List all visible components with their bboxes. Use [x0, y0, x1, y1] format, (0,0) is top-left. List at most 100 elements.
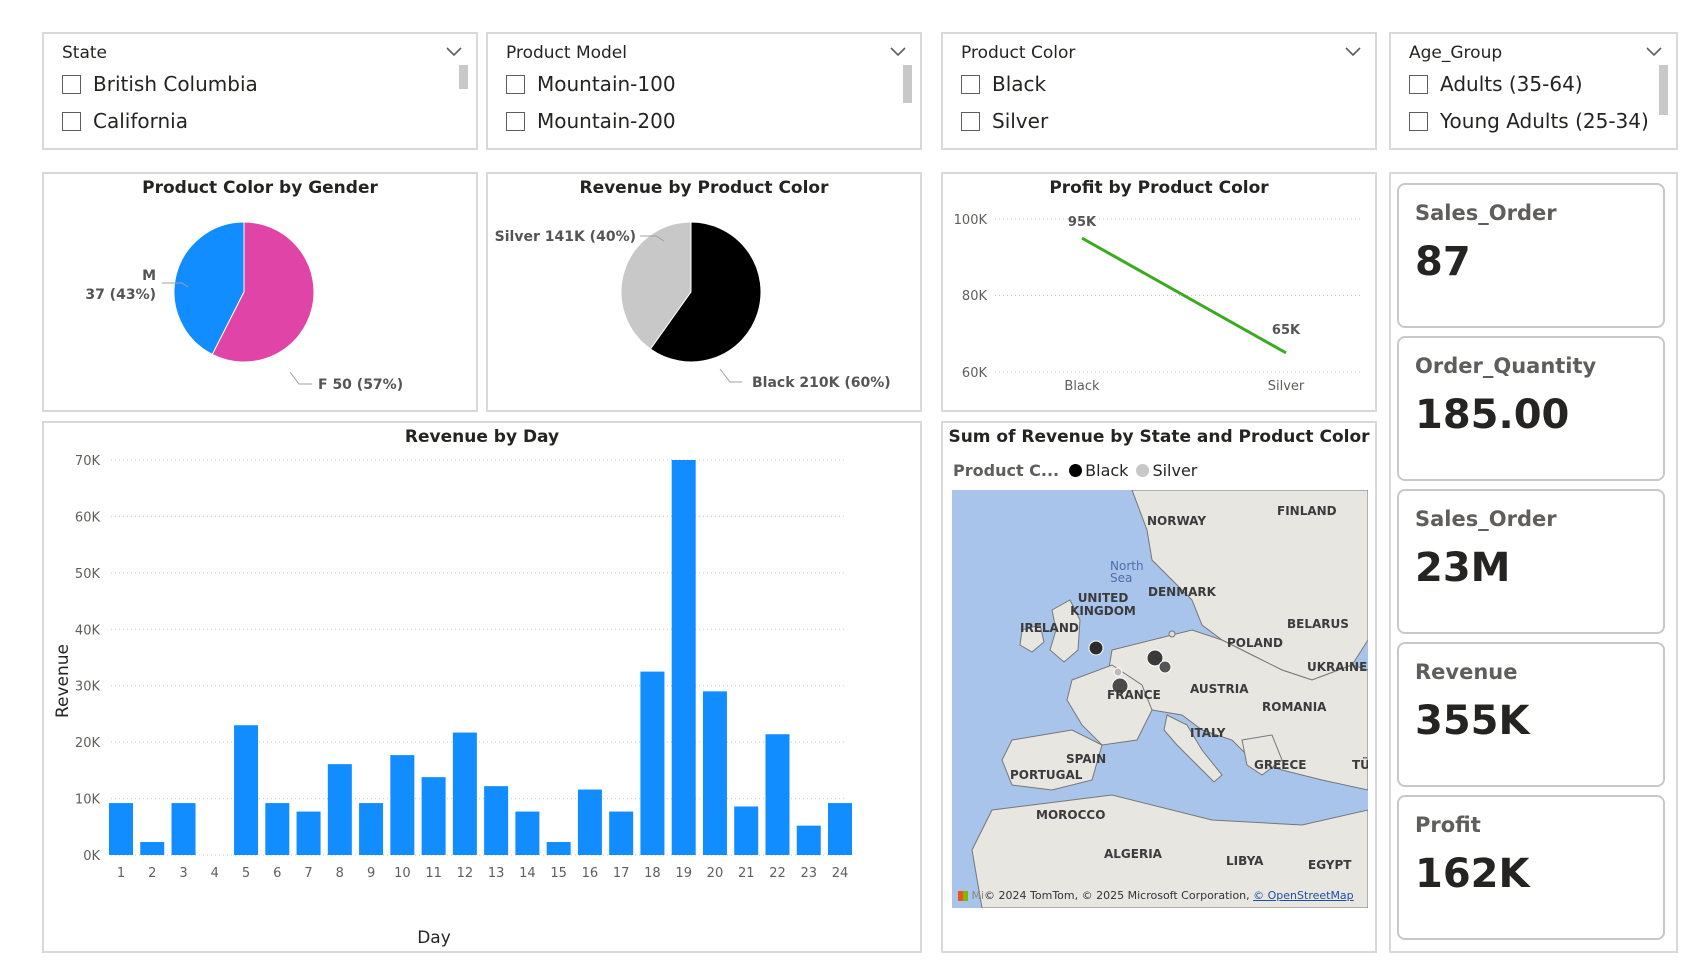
slicer-option[interactable]: Adults (35-64) — [1409, 72, 1583, 96]
checkbox[interactable] — [961, 74, 980, 94]
slicer-title: State — [62, 43, 107, 63]
slicer-title: Product Color — [961, 43, 1076, 63]
y-tick-label: 50K — [75, 567, 101, 582]
gender-pie-visual[interactable]: Product Color by Gender M 37 (43%) F 50 … — [42, 172, 478, 412]
map-bubble[interactable] — [1168, 630, 1176, 638]
scrollbar-thumb[interactable] — [1659, 65, 1668, 115]
bar-day-10[interactable] — [390, 755, 415, 855]
profit-line[interactable] — [1081, 236, 1287, 355]
bar-day-3[interactable] — [171, 803, 196, 855]
y-tick-label: 10K — [75, 793, 101, 808]
bar-day-16[interactable] — [577, 789, 602, 855]
slicer-option[interactable]: Mountain-200 — [506, 109, 676, 133]
bar-day-2[interactable] — [140, 842, 165, 855]
bar-day-13[interactable] — [484, 786, 509, 855]
gender-pie-chart: M 37 (43%) F 50 (57%) — [85, 221, 403, 393]
bar-day-14[interactable] — [515, 811, 540, 855]
slicer-option-label: Mountain-200 — [537, 109, 676, 133]
x-tick-label: 13 — [488, 866, 505, 881]
bar-day-24[interactable] — [828, 803, 852, 855]
pie-slice-f[interactable] — [211, 221, 315, 363]
pie-slice-m[interactable] — [173, 221, 245, 356]
legend-item-silver[interactable]: Silver — [1152, 461, 1198, 480]
bar-day-15[interactable] — [546, 842, 571, 855]
slicer-option[interactable]: California — [62, 109, 188, 133]
map-label: UKRAINE — [1307, 660, 1368, 674]
pie-slice-black[interactable] — [649, 221, 762, 363]
checkbox[interactable] — [506, 111, 525, 131]
map-visual[interactable]: Sum of Revenue by State and Product Colo… — [941, 421, 1377, 953]
x-tick-label: 14 — [519, 866, 536, 881]
checkbox[interactable] — [62, 111, 81, 131]
map-bubble[interactable] — [1088, 640, 1104, 656]
map-land-shapes — [971, 490, 1368, 908]
bar-day-11[interactable] — [421, 777, 446, 855]
profit-line-visual[interactable]: Profit by Product Color 100K 80K 60K Bla… — [941, 172, 1377, 412]
bar-day-9[interactable] — [359, 803, 384, 855]
map-bubble[interactable] — [1111, 677, 1129, 695]
bar-day-5[interactable] — [234, 725, 259, 855]
map-label: LIBYA — [1226, 854, 1264, 868]
chart-title: Sum of Revenue by State and Product Colo… — [948, 427, 1370, 447]
slicer-option-label: Black — [992, 72, 1047, 96]
x-tick-label: 10 — [394, 866, 411, 881]
kpi-card-profit[interactable]: Profit 162K — [1397, 795, 1665, 940]
slicer-option[interactable]: Mountain-100 — [506, 72, 676, 96]
chevron-down-icon[interactable] — [444, 42, 464, 62]
europe-map[interactable]: NORWAY FINLAND North Sea DENMARK UNITED … — [952, 490, 1368, 908]
bar-day-22[interactable] — [765, 734, 790, 855]
bar-day-23[interactable] — [796, 825, 821, 855]
map-label: ITALY — [1190, 726, 1226, 740]
kpi-card-sales-order[interactable]: Sales_Order 87 — [1397, 183, 1665, 328]
legend-item-black[interactable]: Black — [1085, 461, 1129, 480]
slicer-option[interactable]: British Columbia — [62, 72, 258, 96]
chevron-down-icon[interactable] — [1644, 42, 1664, 62]
data-label: 65K — [1272, 323, 1301, 338]
checkbox[interactable] — [961, 111, 980, 131]
bar-day-20[interactable] — [702, 691, 727, 855]
scrollbar-thumb[interactable] — [459, 65, 468, 89]
bar-day-6[interactable] — [265, 803, 290, 855]
bar-day-18[interactable] — [640, 671, 665, 855]
slicer-option[interactable]: Young Adults (25-34) — [1409, 109, 1649, 133]
map-bubble[interactable] — [1113, 667, 1123, 677]
slicer-option[interactable]: Black — [961, 72, 1046, 96]
pie-slice-silver[interactable] — [620, 221, 692, 350]
bar-day-21[interactable] — [734, 806, 759, 855]
scrollbar-thumb[interactable] — [903, 65, 912, 103]
map-attribution: Mi© 2024 TomTom, © 2025 Microsoft Corpor… — [958, 889, 1354, 902]
bar-day-1[interactable] — [109, 803, 133, 855]
kpi-card-revenue[interactable]: Revenue 355K — [1397, 642, 1665, 787]
map-bubble[interactable] — [1158, 660, 1172, 674]
x-tick-label: 12 — [457, 866, 474, 881]
checkbox[interactable] — [1409, 74, 1428, 94]
checkbox[interactable] — [1409, 111, 1428, 131]
x-tick-label: 23 — [800, 866, 817, 881]
bar-day-8[interactable] — [327, 764, 352, 855]
bar-day-7[interactable] — [296, 811, 321, 855]
data-label: Black 210K (60%) — [752, 375, 891, 391]
x-tick-label: 5 — [242, 866, 250, 881]
card-value: 185.00 — [1415, 392, 1570, 438]
y-tick-label: 30K — [75, 680, 101, 695]
map-bubble[interactable] — [1146, 649, 1164, 667]
bar-day-17[interactable] — [609, 811, 634, 855]
color-pie-chart: Silver 141K (40%) Black 210K (60%) — [495, 221, 891, 391]
slicer-option-label: California — [93, 109, 188, 133]
chevron-down-icon[interactable] — [1343, 42, 1363, 62]
kpi-card-sales-order-2[interactable]: Sales_Order 23M — [1397, 489, 1665, 634]
openstreetmap-link[interactable]: © OpenStreetMap — [1253, 889, 1354, 902]
kpi-card-order-quantity[interactable]: Order_Quantity 185.00 — [1397, 336, 1665, 481]
x-tick-label: 15 — [550, 866, 567, 881]
checkbox[interactable] — [62, 74, 81, 94]
checkbox[interactable] — [506, 74, 525, 94]
slicer-option[interactable]: Silver — [961, 109, 1048, 133]
y-axis-title: Revenue — [53, 644, 73, 718]
color-pie-visual[interactable]: Revenue by Product Color Silver 141K (40… — [486, 172, 922, 412]
map-label: PORTUGAL — [1010, 768, 1083, 782]
chevron-down-icon[interactable] — [888, 42, 908, 62]
revenue-by-day-visual[interactable]: Revenue by Day Day Revenue 0K 10K 20K 30K 40… — [42, 421, 922, 953]
bar-day-19[interactable] — [671, 460, 696, 855]
bar-day-12[interactable] — [452, 732, 477, 855]
x-tick-label: Silver — [1268, 379, 1305, 394]
